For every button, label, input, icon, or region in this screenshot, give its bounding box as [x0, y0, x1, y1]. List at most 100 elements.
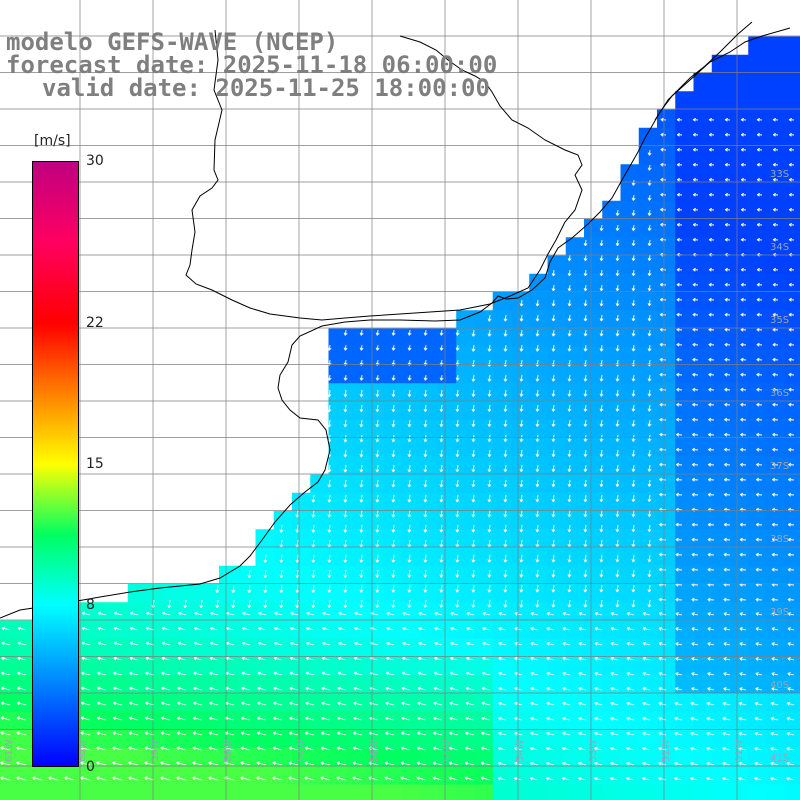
wind-arrow [755, 672, 763, 676]
wind-arrow [391, 389, 396, 397]
wind-speed-cell [511, 456, 530, 475]
wind-speed-cell [748, 237, 767, 256]
wind-arrow [578, 686, 587, 691]
wind-speed-cell [237, 638, 256, 658]
wind-speed-cell [109, 675, 129, 694]
wind-speed-cell [620, 182, 640, 202]
wind-speed-cell [438, 328, 457, 348]
wind-speed-cell [365, 565, 384, 585]
wind-speed-cell [529, 675, 548, 694]
wind-speed-cell [620, 200, 640, 220]
wind-arrow [708, 357, 715, 362]
wind-arrow [692, 177, 699, 182]
wind-arrow [336, 731, 347, 736]
wind-speed-cell [456, 474, 475, 494]
wind-speed-cell [748, 711, 767, 731]
wind-speed-cell [419, 565, 439, 585]
wind-arrow [691, 492, 699, 497]
wind-speed-cell [109, 602, 129, 621]
wind-arrow [724, 447, 731, 452]
wind-arrow [647, 464, 652, 472]
wind-speed-cell [675, 492, 694, 512]
wind-arrow [144, 701, 155, 706]
wind-arrow [96, 716, 107, 721]
wind-speed-cell [766, 584, 786, 603]
wind-arrow [707, 627, 715, 631]
wind-arrow [599, 224, 604, 231]
wind-speed-cell [529, 766, 548, 786]
wind-arrow [659, 492, 667, 497]
wind-speed-cell [91, 693, 110, 713]
wind-arrow [407, 509, 412, 518]
wind-arrow [739, 642, 747, 646]
wind-arrow [423, 524, 428, 533]
wind-arrow [503, 314, 508, 322]
wind-arrow [692, 417, 699, 422]
wind-speed-cell [383, 383, 402, 402]
wind-speed-cell [365, 383, 384, 402]
wind-arrow [755, 612, 763, 616]
wind-speed-cell [547, 620, 567, 640]
wind-arrow [338, 641, 347, 646]
wind-arrow [375, 509, 380, 518]
wind-speed-cell [456, 547, 475, 567]
wind-speed-cell [328, 638, 348, 658]
wind-speed-cell [328, 456, 348, 475]
wind-speed-cell [273, 784, 293, 800]
wind-arrow [423, 554, 428, 563]
wind-speed-cell [91, 730, 110, 749]
wind-arrow [97, 641, 107, 646]
wind-speed-cell [584, 237, 603, 256]
wind-arrow [676, 177, 683, 182]
wind-arrow [691, 462, 699, 467]
wind-speed-cell [620, 657, 640, 676]
wind-arrow [279, 524, 284, 533]
wind-arrow [418, 611, 427, 616]
wind-speed-cell [365, 638, 384, 658]
wind-arrow [480, 746, 491, 751]
wind-arrow [772, 132, 779, 137]
wind-speed-cell [766, 693, 786, 713]
wind-arrow [160, 701, 171, 706]
wind-arrow [659, 267, 667, 272]
wind-speed-cell [511, 401, 530, 421]
wind-speed-cell [730, 383, 749, 402]
wind-arrow [567, 374, 572, 382]
wind-arrow [567, 479, 572, 487]
latitude-label: 41S [770, 753, 789, 764]
wind-speed-cell [693, 511, 713, 530]
wind-speed-cell [730, 200, 749, 220]
wind-speed-cell [657, 711, 676, 731]
wind-speed-cell [657, 456, 676, 475]
wind-arrow [647, 299, 652, 307]
wind-speed-cell [748, 383, 767, 402]
wind-arrow [610, 641, 619, 646]
wind-arrow [391, 599, 396, 608]
wind-speed-cell [730, 711, 749, 731]
wind-arrow [96, 776, 107, 781]
wind-speed-cell [748, 766, 767, 786]
wind-speed-cell [693, 675, 713, 694]
wind-arrow [322, 641, 331, 646]
wind-speed-cell [492, 711, 512, 731]
wind-speed-cell [711, 657, 731, 676]
wind-speed-cell [784, 401, 800, 421]
wind-arrow [723, 522, 731, 527]
wind-speed-cell [456, 492, 475, 512]
wind-arrow [407, 479, 412, 488]
wind-arrow [631, 329, 636, 337]
wind-arrow [647, 314, 652, 322]
wind-arrow [455, 584, 460, 593]
wind-speed-cell [346, 565, 366, 585]
wind-arrow [567, 284, 572, 292]
wind-speed-cell [565, 474, 585, 494]
wind-speed-cell [766, 565, 786, 585]
wind-arrow [594, 776, 603, 781]
wind-arrow [772, 402, 779, 407]
wind-speed-cell [200, 602, 220, 621]
wind-speed-cell [766, 292, 786, 311]
wind-arrow [740, 447, 747, 452]
wind-speed-cell [273, 620, 293, 640]
wind-speed-cell [310, 474, 329, 494]
wind-arrow [676, 432, 683, 437]
